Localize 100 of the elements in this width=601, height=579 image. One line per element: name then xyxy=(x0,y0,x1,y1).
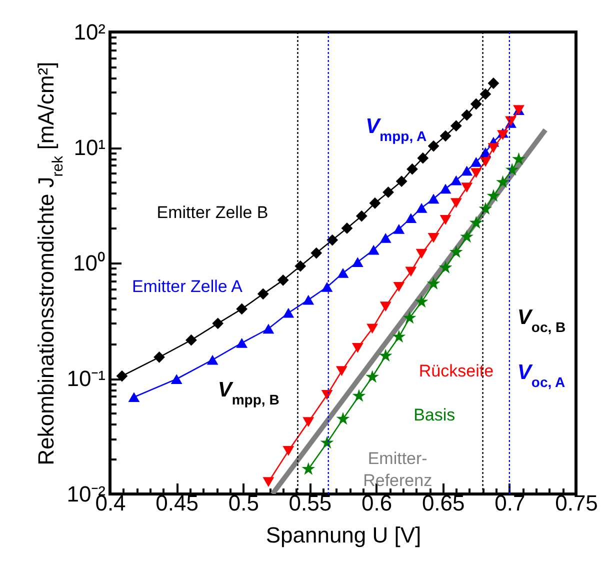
point xyxy=(277,274,289,286)
point xyxy=(405,213,417,223)
point xyxy=(368,244,380,255)
point xyxy=(460,230,474,243)
point xyxy=(341,222,353,234)
point xyxy=(505,162,519,176)
point xyxy=(414,294,428,308)
point xyxy=(512,152,526,166)
x-tick-label: 0.7 xyxy=(494,490,526,516)
point xyxy=(496,175,510,188)
ref-line-label: V$_{mpp, A}$ xyxy=(366,115,427,144)
point xyxy=(170,374,182,384)
point xyxy=(402,310,416,324)
point xyxy=(302,462,316,475)
point xyxy=(428,194,440,204)
point xyxy=(469,216,483,229)
point xyxy=(393,224,405,234)
point xyxy=(440,130,452,142)
point xyxy=(336,366,348,376)
x-axis-title: Spannung U [V] xyxy=(266,522,422,548)
point xyxy=(416,202,428,213)
point xyxy=(428,140,440,152)
x-tick-label: 0.75 xyxy=(555,490,598,516)
point xyxy=(236,338,248,348)
point xyxy=(310,247,322,259)
point xyxy=(154,351,165,363)
point xyxy=(336,412,350,425)
point xyxy=(382,186,394,198)
ref-line-label: V$_{oc, B}$ xyxy=(517,306,566,336)
text: Rückseite xyxy=(418,361,494,380)
point xyxy=(470,98,482,110)
point xyxy=(380,302,392,312)
point xyxy=(369,197,381,209)
point xyxy=(302,294,314,305)
point xyxy=(406,163,418,175)
point xyxy=(440,214,452,225)
point xyxy=(478,202,492,215)
y-tick-label: 10⁰ xyxy=(73,250,106,276)
point xyxy=(320,436,334,449)
point xyxy=(488,143,500,153)
point xyxy=(356,210,368,222)
point xyxy=(116,370,128,382)
text: Emitter Zelle B xyxy=(156,203,268,222)
ref-line-label: V$_{oc, A}$ xyxy=(517,360,566,390)
point xyxy=(294,260,306,272)
point xyxy=(212,318,224,330)
point xyxy=(282,446,294,456)
point xyxy=(450,198,462,208)
point xyxy=(186,334,197,346)
point xyxy=(405,266,417,277)
point xyxy=(426,276,440,290)
point xyxy=(366,324,378,334)
point xyxy=(470,168,482,178)
ref-line-label: V$_{mpp, B}$ xyxy=(218,378,280,408)
point xyxy=(378,348,392,362)
x-tick-label: 0.45 xyxy=(156,490,198,516)
point xyxy=(461,166,473,176)
point xyxy=(321,390,333,400)
point xyxy=(262,477,274,487)
point xyxy=(257,288,269,300)
point xyxy=(321,282,333,292)
point xyxy=(449,245,463,258)
x-tick-label: 0.65 xyxy=(422,490,465,516)
point xyxy=(352,257,364,267)
point xyxy=(337,268,349,278)
x-tick-label: 0.6 xyxy=(361,490,392,516)
point xyxy=(480,88,492,100)
point xyxy=(326,234,338,246)
point xyxy=(352,342,364,353)
point xyxy=(440,184,452,194)
text: Basis xyxy=(414,405,456,424)
point xyxy=(396,176,408,187)
point xyxy=(416,248,428,259)
point xyxy=(366,370,380,383)
point xyxy=(282,308,294,318)
y-tick-label: 10¹ xyxy=(74,135,106,160)
text: Emitter Zelle A xyxy=(132,276,244,296)
point xyxy=(428,232,440,243)
point xyxy=(486,188,500,202)
point xyxy=(417,152,429,164)
point xyxy=(488,78,500,89)
point xyxy=(128,392,140,402)
point xyxy=(461,182,473,192)
point xyxy=(302,417,314,427)
point xyxy=(236,303,248,315)
y-tick-label: 10⁻¹ xyxy=(66,366,106,391)
point xyxy=(392,330,406,343)
point xyxy=(450,120,462,132)
point xyxy=(470,156,482,167)
point xyxy=(352,388,366,402)
text: Emitter-Referenz xyxy=(363,449,432,490)
point xyxy=(380,232,392,243)
point xyxy=(497,130,508,140)
y-tick-label: 10² xyxy=(74,20,106,44)
point xyxy=(393,282,405,292)
point xyxy=(262,324,274,334)
point xyxy=(450,175,462,186)
x-tick-label: 0.55 xyxy=(288,490,332,516)
point xyxy=(480,156,492,167)
x-tick-label: 0.5 xyxy=(228,490,259,516)
